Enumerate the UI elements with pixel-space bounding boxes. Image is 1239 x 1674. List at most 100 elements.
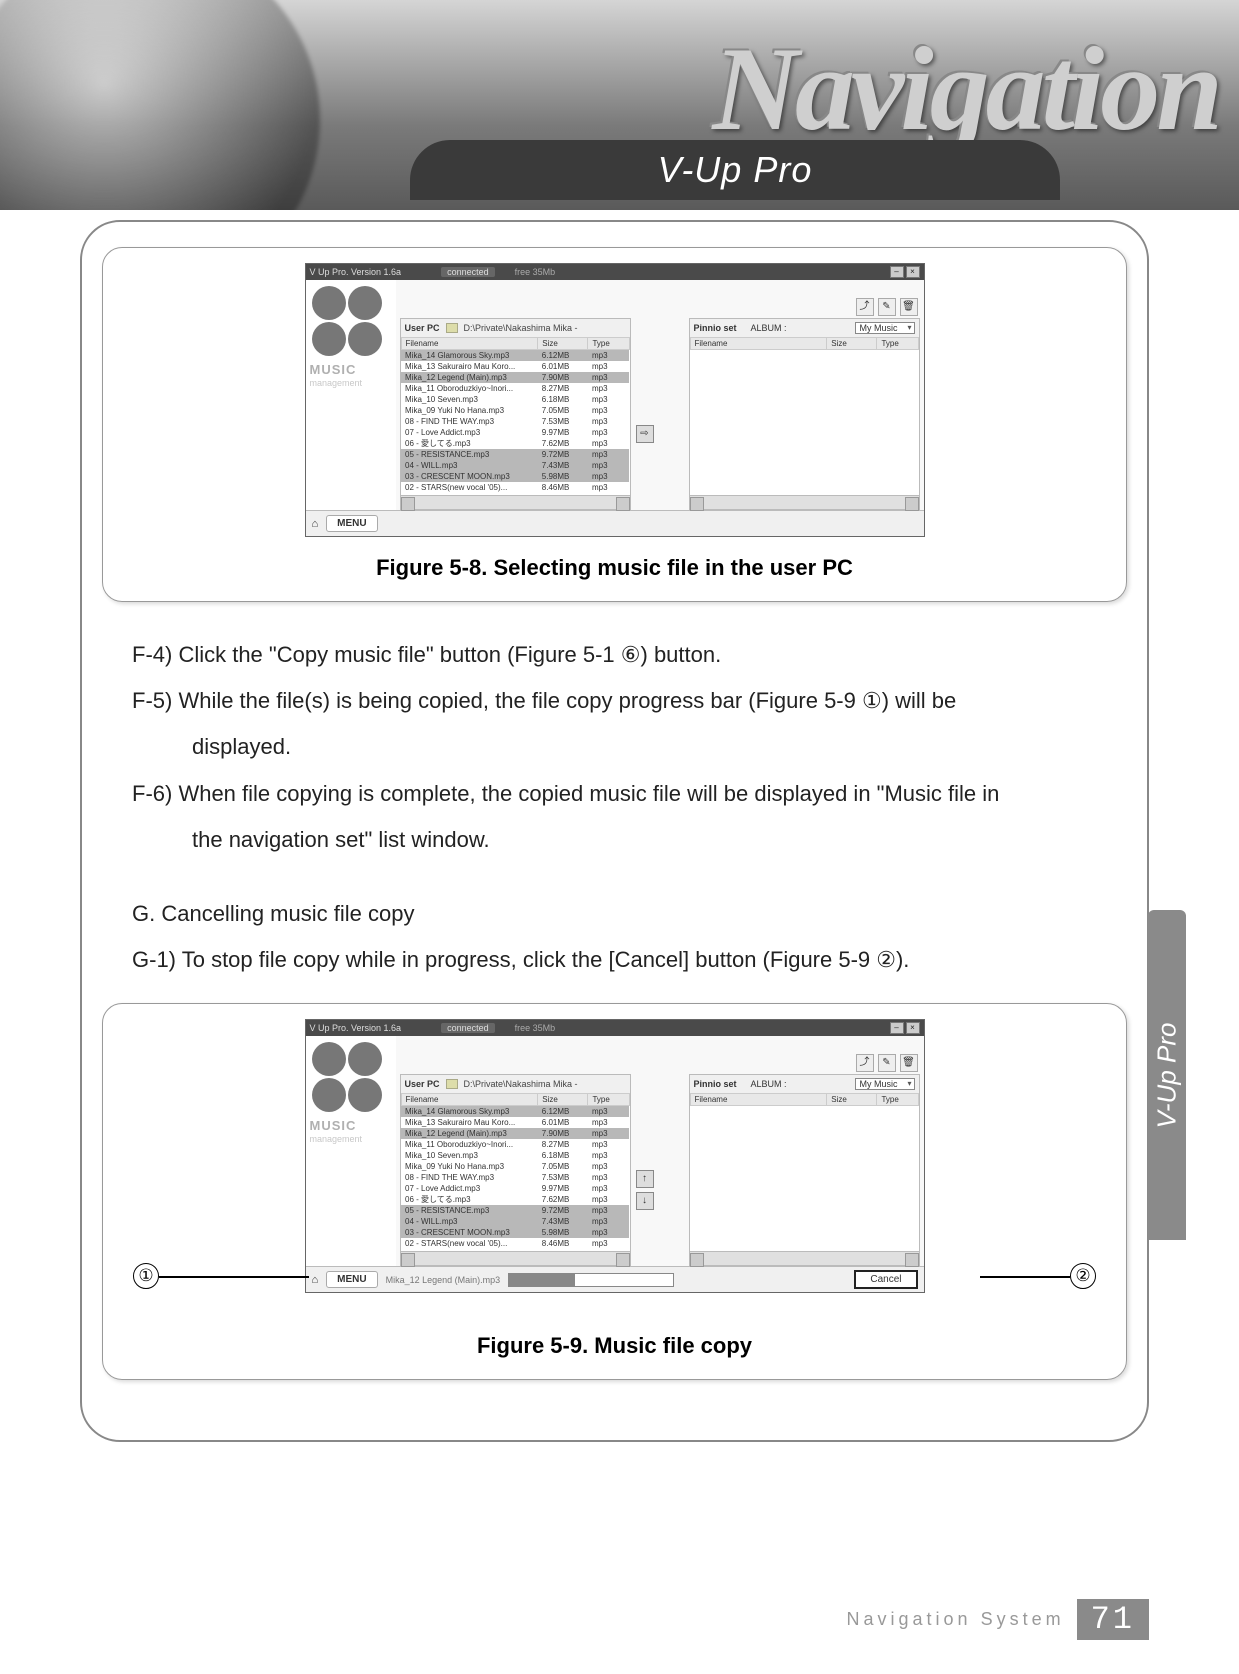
table-row[interactable]: Mika_11 Oboroduzkiyo~Inori...8.27MBmp3 — [401, 383, 629, 394]
app-window-2: V Up Pro. Version 1.6a connected free 35… — [305, 1019, 925, 1293]
page-number: 71 — [1077, 1599, 1149, 1640]
table-row[interactable]: Mika_13 Sakurairo Mau Koro...6.01MBmp3 — [401, 361, 629, 372]
col-type-r[interactable]: Type — [877, 338, 918, 350]
menu-button[interactable]: MENU — [326, 515, 377, 532]
table-row[interactable]: 03 - CRESCENT MOON.mp35.98MBmp3 — [401, 471, 629, 482]
table-row[interactable]: 05 - RESISTANCE.mp39.72MBmp3 — [401, 1205, 629, 1216]
app-title-2: V Up Pro. Version 1.6a — [310, 1023, 402, 1033]
table-row[interactable]: Mika_09 Yuki No Hana.mp37.05MBmp3 — [401, 1161, 629, 1172]
window-buttons-2[interactable]: –× — [888, 1022, 920, 1034]
move-up-icon[interactable]: ↑ — [636, 1170, 654, 1188]
table-row[interactable]: 08 - FIND THE WAY.mp37.53MBmp3 — [401, 1172, 629, 1183]
folder-icon-2[interactable] — [446, 1079, 458, 1089]
right-pane-label: Pinnio set — [694, 323, 737, 333]
right-file-table[interactable]: Filename Size Type — [690, 337, 919, 495]
free-label: free 35Mb — [515, 267, 556, 277]
h-scrollbar-r[interactable] — [690, 495, 919, 509]
step-f4: F-4) Click the "Copy music file" button … — [132, 632, 1097, 678]
transfer-buttons-2[interactable]: ↑ ↓ — [636, 1094, 656, 1286]
close-icon-2[interactable]: × — [906, 1022, 920, 1034]
step-g: G. Cancelling music file copy — [132, 891, 1097, 937]
right-file-table-2[interactable]: Filename Size Type — [690, 1093, 919, 1251]
table-row[interactable]: Mika_11 Oboroduzkiyo~Inori...8.27MBmp3 — [401, 1139, 629, 1150]
h-scrollbar-2r[interactable] — [690, 1251, 919, 1265]
minimize-icon-2[interactable]: – — [890, 1022, 904, 1034]
close-icon[interactable]: × — [906, 266, 920, 278]
h-scrollbar[interactable] — [401, 495, 630, 509]
tool-icon-1[interactable]: ⤴ — [856, 298, 874, 316]
table-row[interactable]: Mika_14 Glamorous Sky.mp36.12MBmp3 — [401, 1106, 629, 1118]
page-banner: Navigation V-Up Pro — [0, 0, 1239, 210]
instruction-text: F-4) Click the "Copy music file" button … — [102, 632, 1127, 983]
home-icon[interactable]: ⌂ — [312, 518, 319, 530]
folder-icon[interactable] — [446, 323, 458, 333]
logo-icon-2 — [312, 1042, 382, 1112]
album-dropdown[interactable]: My Music — [855, 322, 915, 334]
music-label: MUSIC — [310, 362, 357, 377]
table-row[interactable]: Mika_10 Seven.mp36.18MBmp3 — [401, 394, 629, 405]
footer-label: Navigation System — [847, 1609, 1077, 1630]
transfer-buttons[interactable]: ⇨ — [636, 338, 656, 530]
window-buttons[interactable]: –× — [888, 266, 920, 278]
side-tab-label: V-Up Pro — [1152, 1022, 1183, 1128]
figure-5-8-caption: Figure 5-8. Selecting music file in the … — [163, 555, 1066, 581]
path-text: D:\Private\Nakashima Mika - — [464, 323, 578, 333]
step-f5a: F-5) While the file(s) is being copied, … — [132, 678, 1097, 724]
toolbar: ⤴ ✎ 🗑 — [396, 280, 924, 318]
manage-label: management — [310, 378, 363, 388]
table-row[interactable]: Mika_14 Glamorous Sky.mp36.12MBmp3 — [401, 350, 629, 362]
table-row[interactable]: Mika_09 Yuki No Hana.mp37.05MBmp3 — [401, 405, 629, 416]
home-icon-2[interactable]: ⌂ — [312, 1274, 319, 1286]
table-row[interactable]: 03 - CRESCENT MOON.mp35.98MBmp3 — [401, 1227, 629, 1238]
left-file-table-2[interactable]: Filename Size Type Mika_14 Glamorous Sky… — [401, 1093, 630, 1251]
table-row[interactable]: 02 - STARS(new vocal '05)...8.46MBmp3 — [401, 482, 629, 493]
app-titlebar: V Up Pro. Version 1.6a connected free 35… — [306, 264, 924, 280]
table-row[interactable]: Mika_12 Legend (Main).mp37.90MBmp3 — [401, 372, 629, 383]
table-row[interactable]: 04 - WILL.mp37.43MBmp3 — [401, 460, 629, 471]
tool-icon-2b[interactable]: ✎ — [878, 1054, 896, 1072]
album-label-2: ALBUM : — [751, 1079, 787, 1089]
col-filename[interactable]: Filename — [401, 338, 538, 350]
tool-icon-2[interactable]: ✎ — [878, 298, 896, 316]
tool-icon-3b[interactable]: 🗑 — [900, 1054, 918, 1072]
tool-icon-3[interactable]: 🗑 — [900, 298, 918, 316]
user-pc-pane: User PC D:\Private\Nakashima Mika - File… — [400, 318, 631, 510]
table-row[interactable]: 05 - RESISTANCE.mp39.72MBmp3 — [401, 449, 629, 460]
callout-2: ② — [1070, 1263, 1096, 1289]
table-row[interactable]: 08 - FIND THE WAY.mp37.53MBmp3 — [401, 416, 629, 427]
figure-5-8-box: V Up Pro. Version 1.6a connected free 35… — [102, 247, 1127, 602]
table-row[interactable]: 02 - STARS(new vocal '05)...8.46MBmp3 — [401, 1238, 629, 1249]
app-footer: ⌂ MENU — [306, 510, 924, 536]
tool-icon-1b[interactable]: ⤴ — [856, 1054, 874, 1072]
logo-icon — [312, 286, 382, 356]
app-title: V Up Pro. Version 1.6a — [310, 267, 402, 277]
free-label-2: free 35Mb — [515, 1023, 556, 1033]
album-dropdown-2[interactable]: My Music — [855, 1078, 915, 1090]
table-row[interactable]: 06 - 愛してる.mp37.62MBmp3 — [401, 1194, 629, 1205]
table-row[interactable]: Mika_13 Sakurairo Mau Koro...6.01MBmp3 — [401, 1117, 629, 1128]
minimize-icon[interactable]: – — [890, 266, 904, 278]
figure-5-9-box: V Up Pro. Version 1.6a connected free 35… — [102, 1003, 1127, 1380]
table-row[interactable]: 04 - WILL.mp37.43MBmp3 — [401, 1216, 629, 1227]
cancel-button[interactable]: Cancel — [854, 1270, 917, 1289]
h-scrollbar-2[interactable] — [401, 1251, 630, 1265]
callout-2-line — [980, 1276, 1070, 1278]
device-pane-2: Pinnio set ALBUM : My Music Filename Siz… — [689, 1074, 920, 1266]
figure-5-9-caption: Figure 5-9. Music file copy — [193, 1333, 1036, 1359]
col-filename-r[interactable]: Filename — [690, 338, 827, 350]
col-type[interactable]: Type — [588, 338, 629, 350]
left-pane-label-2: User PC — [405, 1079, 440, 1089]
col-size[interactable]: Size — [538, 338, 588, 350]
table-row[interactable]: Mika_12 Legend (Main).mp37.90MBmp3 — [401, 1128, 629, 1139]
progress-bar — [508, 1273, 674, 1287]
move-down-icon[interactable]: ↓ — [636, 1192, 654, 1210]
table-row[interactable]: 07 - Love Addict.mp39.97MBmp3 — [401, 427, 629, 438]
menu-button-2[interactable]: MENU — [326, 1271, 377, 1288]
table-row[interactable]: Mika_10 Seven.mp36.18MBmp3 — [401, 1150, 629, 1161]
step-f6b: the navigation set" list window. — [132, 817, 1097, 863]
table-row[interactable]: 07 - Love Addict.mp39.97MBmp3 — [401, 1183, 629, 1194]
left-file-table[interactable]: Filename Size Type Mika_14 Glamorous Sky… — [401, 337, 630, 495]
col-size-r[interactable]: Size — [827, 338, 877, 350]
table-row[interactable]: 06 - 愛してる.mp37.62MBmp3 — [401, 438, 629, 449]
copy-right-icon[interactable]: ⇨ — [636, 425, 654, 443]
